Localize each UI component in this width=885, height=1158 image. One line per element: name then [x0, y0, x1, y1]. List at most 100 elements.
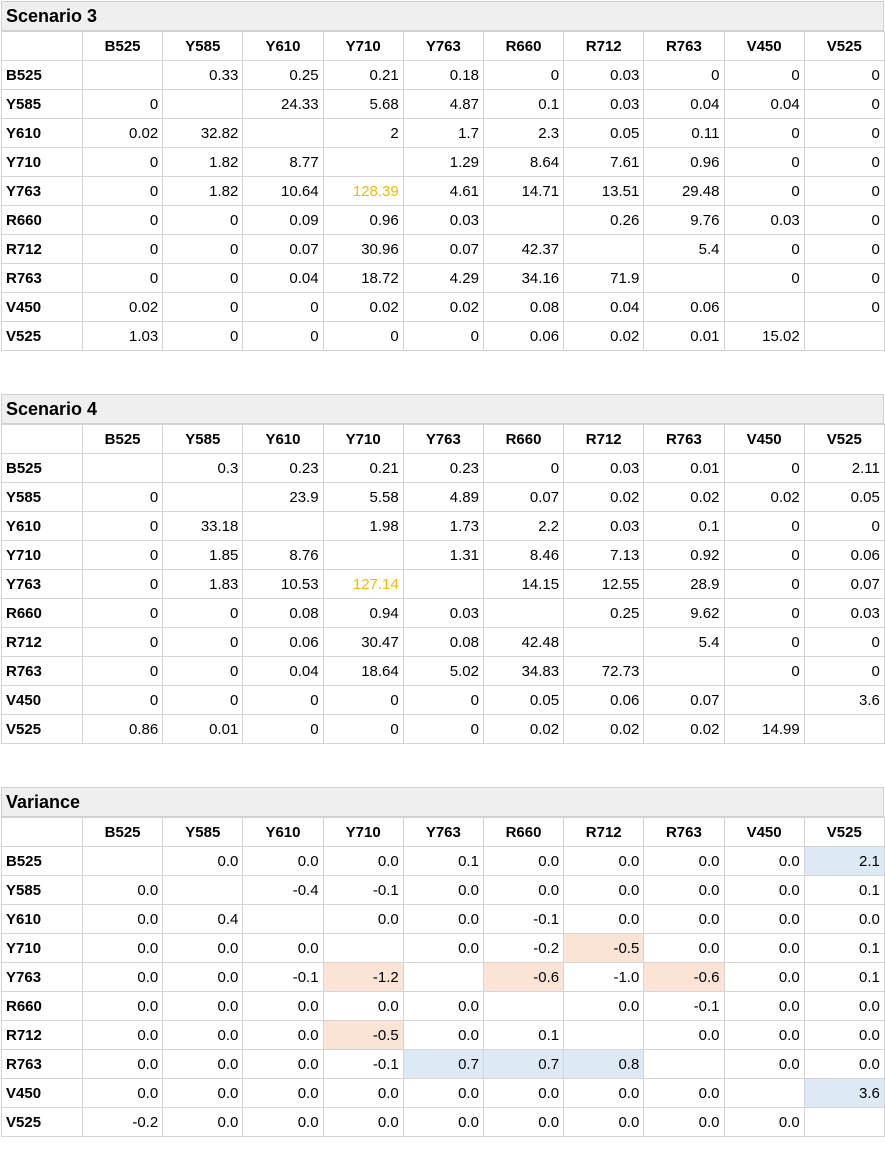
variance-table: B525 Y585 Y610 Y710 Y763 R660 R712 R763 V450 V525…: [1, 817, 885, 1137]
table-cell: 0.0: [322, 904, 404, 934]
table-cell: 0.0: [162, 962, 244, 992]
table-row: B525 0.33 0.25 0.21 0.18 0 0.03 0 0 0: [1, 60, 885, 90]
table-cell: 0.0: [723, 1020, 805, 1050]
table-cell: 0.05: [803, 482, 885, 512]
table-cell: 0.06: [803, 540, 885, 570]
table-cell: 0: [803, 118, 885, 148]
table-cell: 0.0: [81, 991, 164, 1021]
table-row: R660 0 0 0.08 0.94 0.03 0.25 9.62 0 0.03: [1, 598, 885, 628]
table-cell: [81, 453, 164, 483]
table-cell: 0.11: [643, 118, 725, 148]
table-cell: 0.86: [81, 714, 164, 744]
table-cell: 0.0: [723, 933, 805, 963]
column-header: Y610: [242, 31, 324, 61]
table-cell: 0: [723, 656, 805, 686]
table-cell: 0.1: [482, 1020, 565, 1050]
table-cell: 0: [322, 321, 404, 351]
table-cell: 0: [162, 205, 244, 235]
table-cell: 4.61: [402, 176, 484, 206]
table-cell: 0: [81, 627, 164, 657]
table-cell: 0: [803, 176, 885, 206]
table-cell: 1.83: [162, 569, 244, 599]
column-header: R712: [563, 817, 645, 847]
column-header: Y710: [322, 817, 404, 847]
table-cell: 0: [81, 656, 164, 686]
table-cell: 0.0: [162, 1107, 244, 1137]
table-cell: 0: [162, 685, 244, 715]
table-cell: 0.0: [402, 933, 484, 963]
table-cell: 0.0: [643, 1020, 725, 1050]
table-row: R763 0 0 0.04 18.72 4.29 34.16 71.9 0 0: [1, 263, 885, 293]
table-cell: 0: [723, 60, 805, 90]
table-cell: 0.0: [242, 1049, 324, 1079]
table-cell: 5.68: [322, 89, 404, 119]
table-cell: 23.9: [242, 482, 324, 512]
table-cell: 0: [81, 176, 164, 206]
row-header: Y763: [1, 176, 83, 206]
table-cell: 0: [81, 511, 164, 541]
column-header: B525: [81, 31, 164, 61]
table-cell: 0.02: [643, 482, 725, 512]
table-cell: 0.0: [482, 875, 565, 905]
table-cell: 0.08: [242, 598, 324, 628]
table-cell: 0.0: [482, 846, 565, 876]
table-cell: 0.0: [482, 1078, 565, 1108]
row-header: R712: [1, 234, 83, 264]
table-cell: 0.0: [723, 962, 805, 992]
table-cell: 0.7: [402, 1049, 484, 1079]
table-cell: 15.02: [723, 321, 805, 351]
table-cell: 2.1: [803, 846, 885, 876]
table-cell: 0.25: [563, 598, 645, 628]
table-cell: 0.0: [242, 1020, 324, 1050]
table-cell: 8.76: [242, 540, 324, 570]
row-header: V450: [1, 1078, 83, 1108]
table-cell: 127.14: [322, 569, 404, 599]
table-row: V450 0 0 0 0 0 0.05 0.06 0.07 3.6: [1, 685, 885, 715]
table-cell: 0.0: [162, 933, 244, 963]
table-cell: 0.06: [242, 627, 324, 657]
table-cell: 0.25: [242, 60, 324, 90]
corner-cell: [1, 817, 83, 847]
table-cell: 2.3: [482, 118, 565, 148]
table-cell: 5.02: [402, 656, 484, 686]
table-cell: 0.0: [803, 991, 885, 1021]
row-header: Y610: [1, 118, 83, 148]
table-cell: 1.98: [322, 511, 404, 541]
table-cell: -0.1: [322, 1049, 404, 1079]
table-row: Y610 0.02 32.82 2 1.7 2.3 0.05 0.11 0 0: [1, 118, 885, 148]
table-cell: 0: [162, 234, 244, 264]
table-cell: 0.02: [81, 292, 164, 322]
row-header: Y585: [1, 875, 83, 905]
row-header: R660: [1, 598, 83, 628]
table-cell: 0.0: [803, 1049, 885, 1079]
table-cell: 0.0: [402, 1020, 484, 1050]
table-cell: 0: [803, 511, 885, 541]
table-cell: 34.83: [482, 656, 565, 686]
table-cell: -0.5: [322, 1020, 404, 1050]
table-cell: 0.0: [242, 1078, 324, 1108]
row-header: R763: [1, 263, 83, 293]
table-cell: [162, 482, 244, 512]
table-cell: 0.03: [563, 453, 645, 483]
table-cell: 5.4: [643, 234, 725, 264]
table-cell: -0.1: [322, 875, 404, 905]
column-header: V525: [803, 817, 885, 847]
table-cell: 0: [803, 263, 885, 293]
column-header: Y710: [322, 31, 404, 61]
table-cell: 0.0: [162, 1078, 244, 1108]
table-cell: 0: [803, 147, 885, 177]
table-cell: [482, 598, 565, 628]
row-header: V525: [1, 714, 83, 744]
table-cell: 0: [81, 263, 164, 293]
column-header: R763: [643, 31, 725, 61]
table-cell: -0.1: [242, 962, 324, 992]
table-cell: 0.1: [482, 89, 565, 119]
row-header: B525: [1, 60, 83, 90]
table-cell: 0.0: [723, 846, 805, 876]
table-cell: 0: [723, 234, 805, 264]
table-cell: 10.53: [242, 569, 324, 599]
row-header: R660: [1, 205, 83, 235]
table-cell: 4.87: [402, 89, 484, 119]
table-cell: 32.82: [162, 118, 244, 148]
table-row: B525 0.3 0.23 0.21 0.23 0 0.03 0.01 0 2.11: [1, 453, 885, 483]
